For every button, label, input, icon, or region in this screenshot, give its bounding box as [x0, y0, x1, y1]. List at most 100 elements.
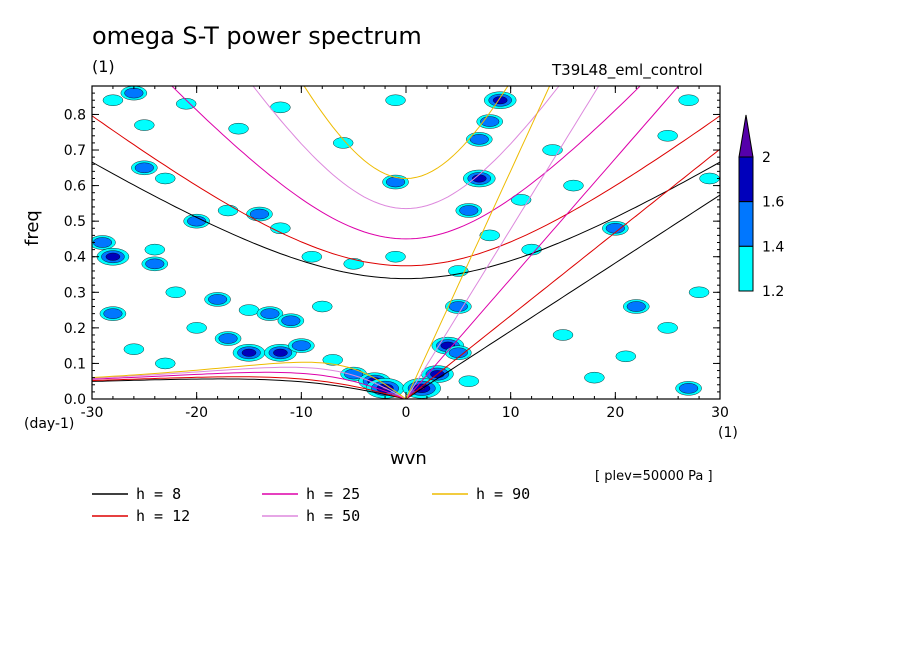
- power-blob-15: [208, 294, 228, 305]
- power-blob-56: [563, 179, 584, 192]
- rossby-curve-h8: [92, 378, 407, 399]
- colorbar-segment: [738, 245, 754, 292]
- power-blob-20: [186, 322, 207, 334]
- power-blob-7: [187, 215, 207, 227]
- power-blob-2: [134, 162, 154, 174]
- power-blob-63: [688, 286, 710, 298]
- power-blob-38: [175, 98, 197, 110]
- power-blob-5: [105, 252, 121, 261]
- power-blob-39: [134, 119, 155, 131]
- power-blob-16: [238, 304, 260, 316]
- power-blob-60: [699, 172, 720, 185]
- legend-label-h8: h = 8: [136, 485, 181, 503]
- colorbar-extension: [738, 114, 754, 158]
- power-blob-29: [123, 343, 145, 355]
- power-blob-64: [584, 371, 605, 384]
- igw-curve-h90: [303, 86, 509, 180]
- x-tick-label: 10: [502, 405, 520, 421]
- igw-curve-h50: [252, 86, 560, 210]
- power-blob-4: [92, 237, 113, 248]
- power-blob-19: [312, 300, 333, 313]
- power-blob-35: [385, 251, 406, 263]
- run-name: T39L48_eml_control: [552, 61, 703, 79]
- rossby-curve-h50: [92, 366, 407, 399]
- power-blob-8: [217, 204, 239, 217]
- power-blob-33: [385, 94, 406, 106]
- power-blob-62: [657, 322, 678, 334]
- y-tick-label: 0.3: [64, 285, 86, 301]
- y-tick-label: 0.2: [64, 321, 86, 337]
- y-tick-label: 0.6: [64, 179, 86, 195]
- power-blob-3: [155, 172, 176, 185]
- colorbar-label: 1.4: [762, 239, 784, 255]
- x-tick-label: 20: [606, 405, 624, 421]
- power-blob-58: [657, 130, 678, 142]
- pressure-level-note: [ plev=50000 Pa ]: [595, 469, 713, 484]
- power-blob-0: [102, 94, 124, 106]
- power-blob-12: [343, 258, 364, 270]
- power-blob-42: [469, 134, 489, 145]
- power-contours: [92, 86, 720, 399]
- kelvin-curve-h90: [405, 86, 551, 399]
- x-axis-label: wvn: [390, 448, 427, 469]
- power-blob-17: [260, 308, 280, 319]
- power-blob-6: [144, 243, 166, 256]
- kelvin-curve-h12: [405, 148, 720, 399]
- x-tick-label: -10: [290, 405, 313, 421]
- legend-label-h12: h = 12: [136, 507, 190, 525]
- power-blob-66: [615, 350, 636, 363]
- power-blob-1: [124, 87, 144, 99]
- x-tick-label: 30: [711, 405, 729, 421]
- igw-curve-h12: [92, 115, 720, 267]
- igw-curve-h25: [171, 86, 641, 240]
- y-tick-label: 0.5: [64, 214, 86, 230]
- legend-label-h90: h = 90: [476, 485, 530, 503]
- power-blob-10: [270, 222, 291, 234]
- chart-units: (1): [92, 57, 115, 76]
- power-blob-11: [301, 251, 322, 263]
- legend-label-h50: h = 50: [306, 507, 360, 525]
- curve-legend: h = 8 h = 12 h = 25 h = 50 h = 90: [92, 485, 530, 525]
- y-tick-label: 0.1: [64, 356, 86, 372]
- rossby-curve-h12: [92, 376, 407, 399]
- y-tick-label: 0.0: [64, 392, 86, 408]
- kelvin-curve-h50: [405, 86, 600, 399]
- rossby-curve-h90: [92, 361, 407, 399]
- dispersion-curves: [92, 86, 720, 399]
- power-blob-53: [510, 194, 532, 206]
- power-blob-40: [459, 205, 479, 216]
- power-blob-59: [678, 94, 699, 106]
- y-tick-label: 0.7: [64, 143, 86, 159]
- power-blob-37: [228, 122, 249, 135]
- power-blob-31: [155, 357, 176, 370]
- power-blob-21: [218, 333, 238, 344]
- power-blob-18: [281, 315, 301, 326]
- power-blob-61: [626, 301, 646, 312]
- legend-label-h25: h = 25: [306, 485, 360, 503]
- x-tick-label: -20: [185, 405, 208, 421]
- colorbar-segment: [738, 201, 754, 247]
- chart-title: omega S-T power spectrum: [92, 22, 422, 50]
- power-blob-14: [165, 286, 186, 298]
- power-blob-57: [605, 223, 625, 234]
- power-blob-13: [145, 258, 165, 270]
- colorbar-label: 2: [762, 150, 771, 166]
- igw-curve-h8: [92, 161, 720, 280]
- power-blob-30: [103, 308, 123, 319]
- rossby-curve-h25: [92, 371, 407, 399]
- y-axis-units: (day-1): [24, 416, 75, 432]
- power-blob-65: [679, 383, 699, 394]
- power-blob-24: [291, 340, 311, 351]
- x-tick-label: 0: [402, 405, 411, 421]
- kelvin-curve-h25: [405, 86, 680, 399]
- x-tick-label: -30: [81, 405, 104, 421]
- x-axis-units: (1): [718, 425, 738, 441]
- y-tick-label: 0.4: [64, 250, 86, 266]
- power-blob-67: [552, 329, 574, 341]
- colorbar-label: 1.6: [762, 195, 784, 211]
- colorbar-segment: [738, 156, 754, 203]
- power-blob-25: [322, 354, 343, 366]
- power-blob-23: [273, 348, 288, 357]
